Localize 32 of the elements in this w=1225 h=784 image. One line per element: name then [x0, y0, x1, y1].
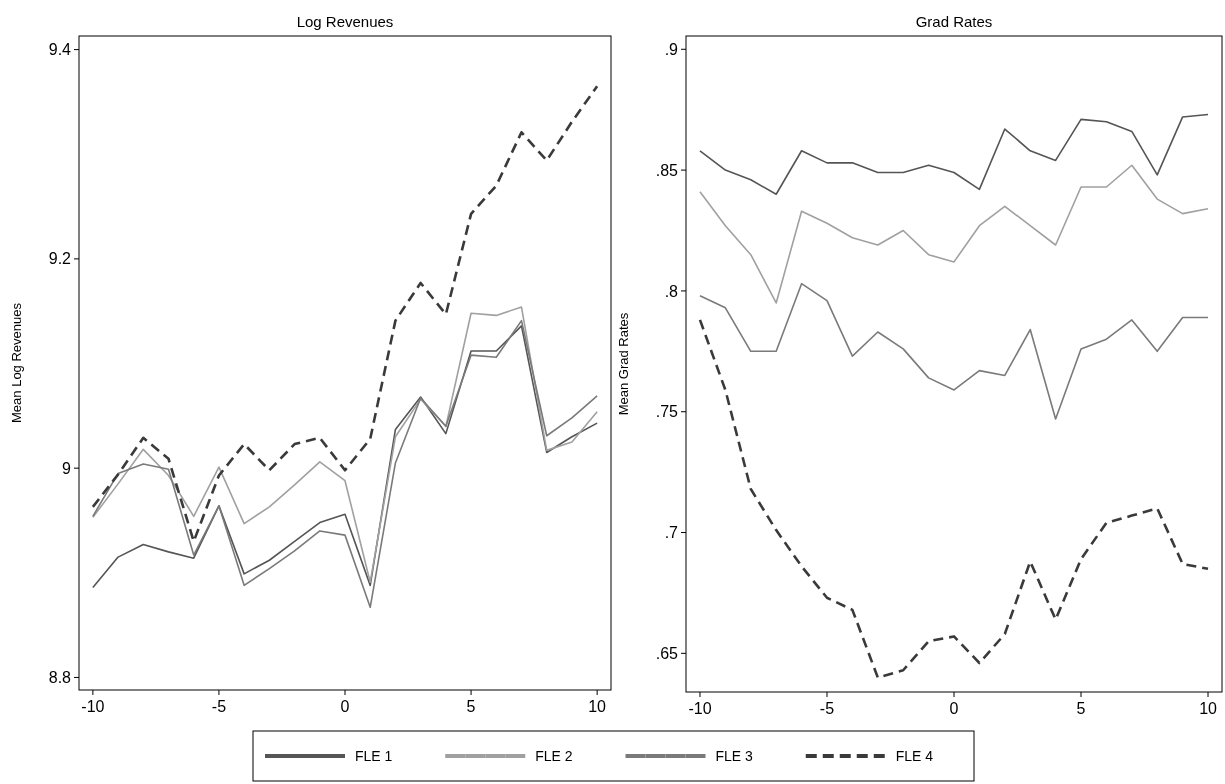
x-tick-label: 5: [466, 698, 476, 715]
legend-label: FLE 1: [355, 747, 393, 764]
y-tick-label: .9: [664, 40, 679, 58]
y-tick-label: .8: [664, 282, 679, 300]
y-tick-label: .65: [655, 644, 679, 662]
y-tick-label: 9: [62, 459, 72, 477]
x-tick-label: -10: [81, 698, 105, 715]
y-tick-label: .75: [655, 403, 679, 421]
y-tick-label: 8.8: [48, 669, 72, 687]
line-series: [699, 113, 1209, 196]
y-tick-label: .7: [664, 524, 679, 542]
y-tick-label: 9.2: [48, 250, 72, 268]
x-tick-label: 0: [949, 700, 959, 717]
chart-title: Log Revenues: [296, 13, 394, 30]
y-axis-title: Mean Grad Rates: [616, 312, 631, 416]
line-series: [699, 164, 1209, 304]
x-tick-label: -5: [211, 698, 227, 715]
x-tick-label: 0: [340, 698, 350, 715]
x-tick-label: -5: [819, 700, 835, 717]
x-tick-label: 10: [588, 698, 607, 715]
x-tick-label: 5: [1076, 700, 1086, 717]
line-series: [699, 282, 1209, 420]
x-tick-label: -10: [688, 700, 712, 717]
y-axis-title: Mean Log Revenues: [9, 302, 24, 423]
legend-label: FLE 2: [535, 747, 573, 764]
chart-title: Grad Rates: [915, 13, 993, 30]
line-series: [698, 318, 1210, 679]
y-tick-label: .85: [655, 161, 679, 179]
y-tick-label: 9.4: [48, 41, 72, 59]
legend-label: FLE 4: [895, 747, 934, 764]
x-tick-label: 10: [1199, 700, 1218, 717]
legend-label: FLE 3: [715, 747, 754, 764]
